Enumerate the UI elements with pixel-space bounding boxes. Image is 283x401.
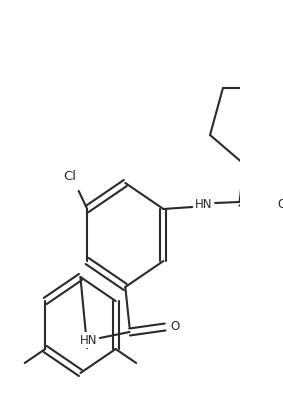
Text: Cl: Cl <box>64 170 77 182</box>
Text: O: O <box>171 320 180 334</box>
Text: HN: HN <box>195 198 213 211</box>
Text: O: O <box>277 198 283 211</box>
Text: HN: HN <box>80 334 98 346</box>
